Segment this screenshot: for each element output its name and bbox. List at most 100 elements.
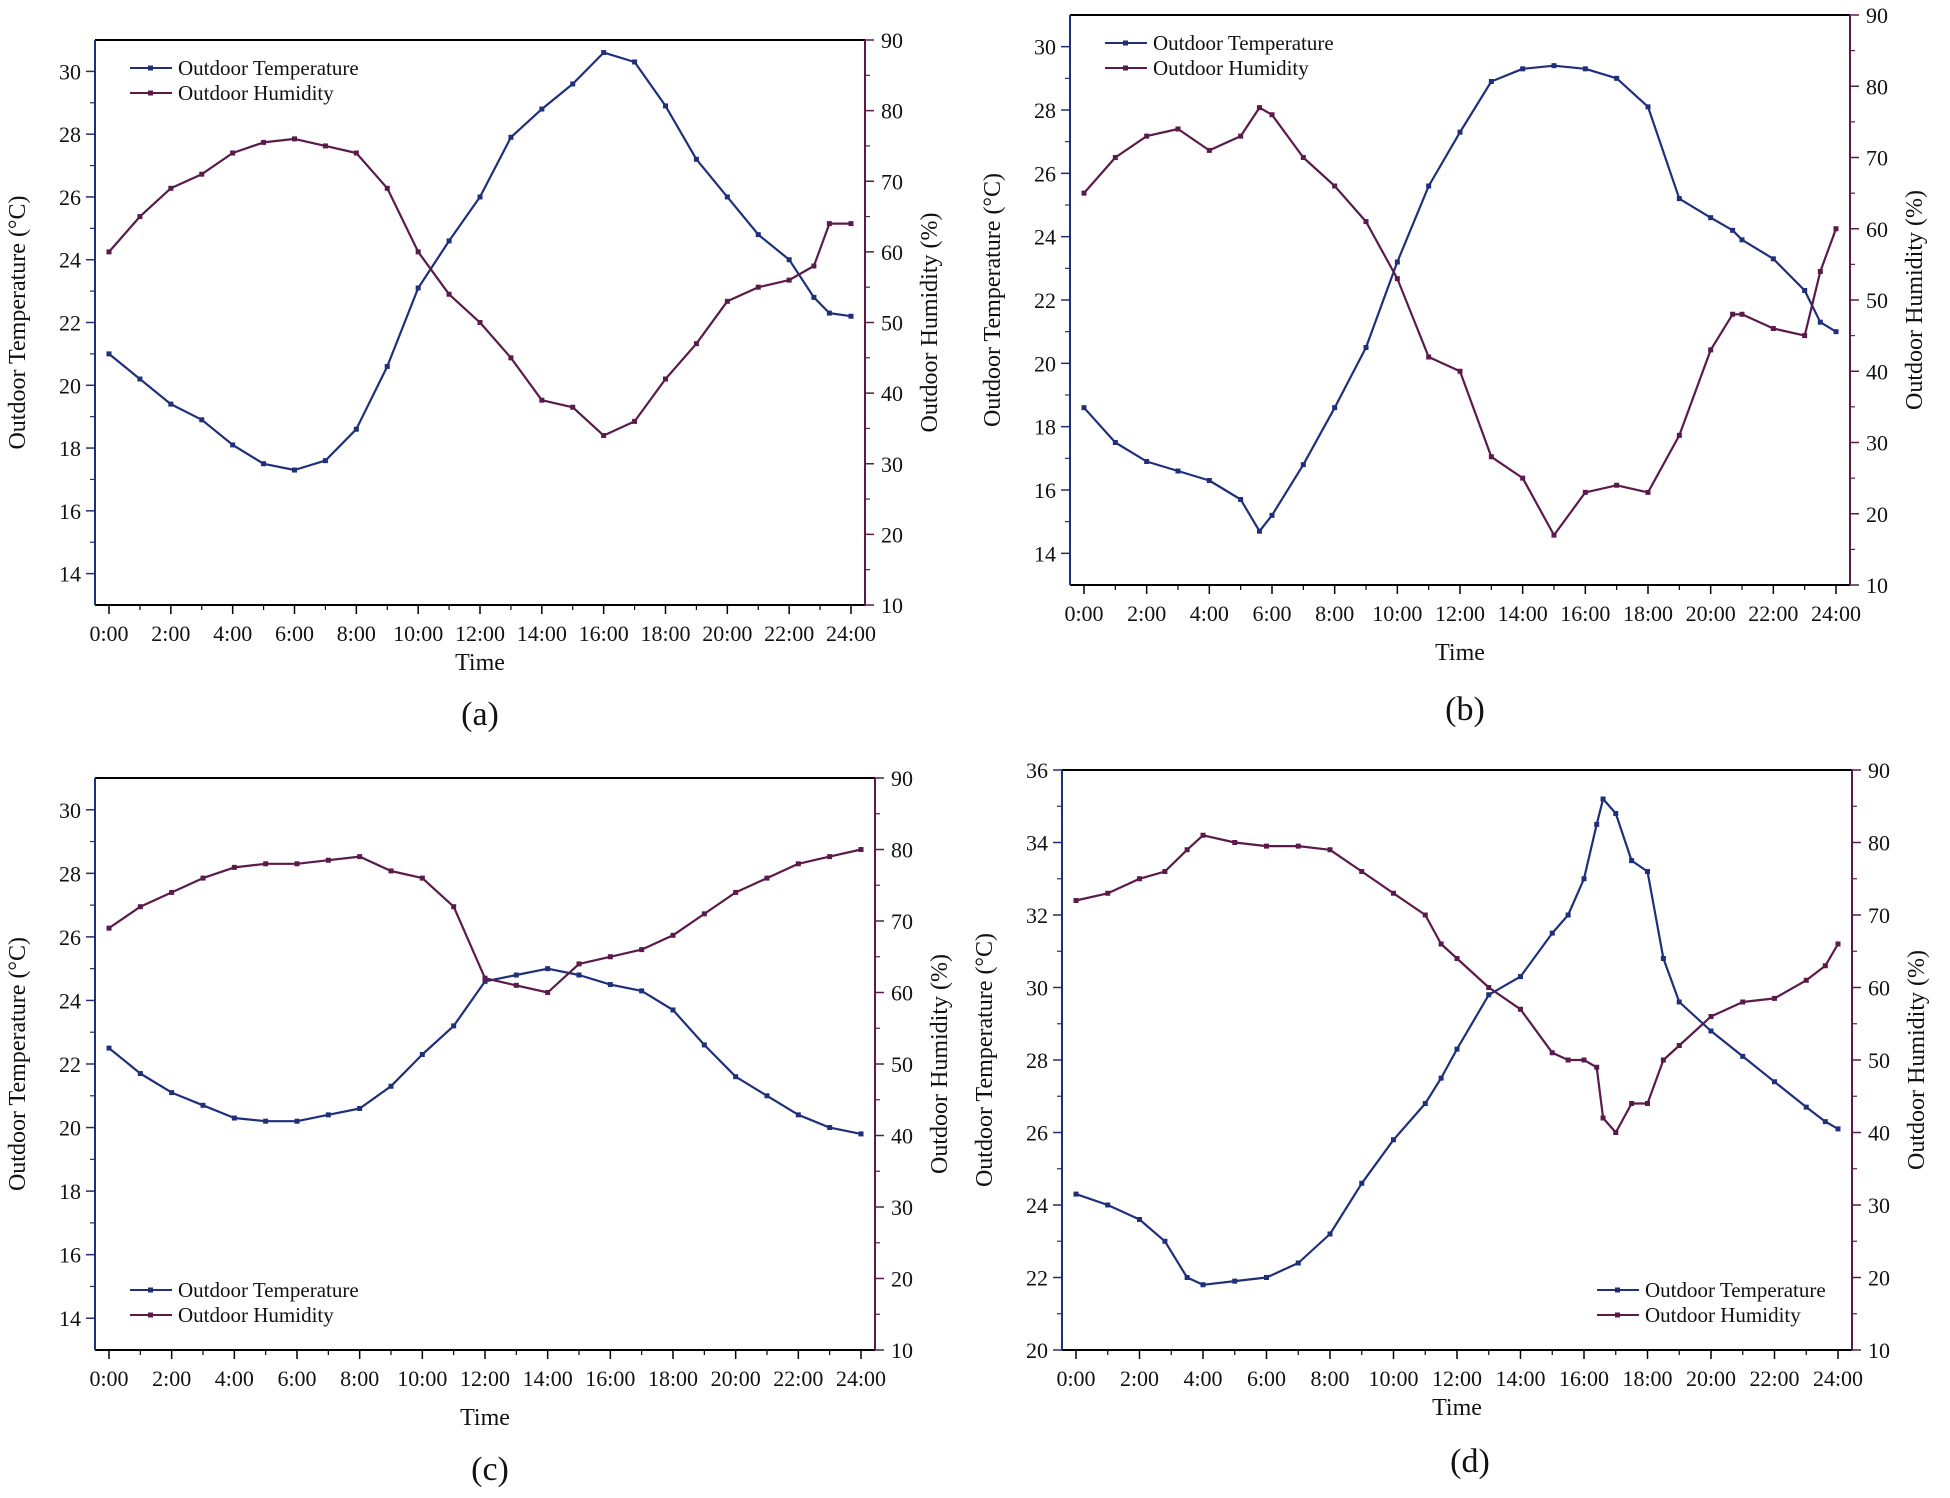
x-tick-label: 18:00 [648,1366,698,1391]
panel-label: (a) [461,696,499,733]
y2-tick-label: 90 [1866,3,1888,28]
data-point [357,1105,363,1111]
y2-tick-label: 40 [1868,1121,1890,1146]
data-point [632,59,638,65]
series-line [108,137,851,437]
data-point [1488,79,1494,84]
y-tick-label: 32 [1026,903,1048,928]
y2-tick-label: 70 [891,909,913,934]
y-tick-label: 26 [1026,1121,1048,1146]
data-point [1613,811,1619,816]
data-point [168,401,174,407]
data-point [1184,1275,1190,1280]
data-point [1660,1057,1666,1063]
y2-tick-label: 80 [891,838,913,863]
data-point [1200,832,1206,838]
data-point [1740,999,1746,1005]
data-point [1835,941,1841,947]
data-point [1817,319,1823,325]
data-point [1105,1202,1111,1208]
data-point [1600,796,1606,802]
data-point [353,426,359,432]
data-point [1081,190,1087,196]
data-point [325,1112,331,1118]
data-point [795,861,801,867]
x-tick-label: 24:00 [1813,1366,1863,1391]
data-point [353,150,359,156]
y2-tick-label: 70 [1868,903,1890,928]
data-point [1295,843,1301,849]
data-point [1175,468,1181,474]
data-point [451,904,457,910]
data-point [848,313,854,319]
data-point [1676,432,1682,438]
y2-tick-label: 40 [1866,359,1888,384]
y2-tick-label: 20 [1866,502,1888,527]
data-point [701,911,707,917]
data-point [764,1093,770,1099]
data-point [1486,992,1492,998]
x-tick-label: 4:00 [213,621,252,646]
data-point [294,861,300,867]
data-point [357,854,363,860]
data-point [1488,454,1494,460]
legend-label: Outdoor Humidity [1153,56,1309,80]
y-tick-label: 36 [1026,758,1048,783]
data-point [1457,368,1463,374]
chart-panel-a: 0:00 2:00 4:00 6:00 8:00 10:00 12:00 14:00 16:00… [5,28,943,733]
x-tick-label: 18:00 [1622,1366,1672,1391]
y-tick-label: 22 [59,311,81,336]
x-tick-label: 16:00 [1559,1366,1609,1391]
data-point [632,418,638,424]
y-tick-label: 18 [59,1179,81,1204]
legend-swatch-marker [148,1287,153,1293]
data-point [1438,941,1444,947]
data-point [1582,489,1588,495]
data-point [199,171,205,177]
data-point [482,975,488,981]
legend-label: Outdoor Temperature [178,56,359,80]
data-point [137,904,143,910]
data-point [106,925,112,931]
x-tick-label: 0:00 [89,621,128,646]
data-point [1629,1101,1635,1106]
y2-tick-label: 40 [881,381,903,406]
data-point [419,1051,425,1057]
data-point [1206,147,1212,153]
y2-tick-label: 10 [881,593,903,618]
y-tick-label: 16 [1034,478,1056,503]
data-point [1708,1014,1714,1019]
y2-tick-label: 80 [1868,831,1890,856]
data-point [724,298,730,304]
series-temperature [1073,796,1841,1288]
data-point [1833,329,1839,335]
data-point [384,363,390,369]
data-point [1802,288,1808,293]
data-point [1645,489,1651,495]
y-tick-label: 26 [1034,161,1056,186]
legend-label: Outdoor Humidity [178,81,334,105]
y2-axis-title: Outdoor Humidity (%) [927,954,953,1174]
data-point [811,263,817,269]
legend-swatch-marker [1123,65,1128,71]
chart-panel-d: 0:00 2:00 4:00 6:00 8:00 10:00 12:00 14:00 16:00… [972,758,1930,1480]
data-point [1676,196,1682,202]
data-point [263,1118,269,1124]
data-point [670,932,676,938]
data-point [322,458,328,464]
data-point [1565,1057,1571,1063]
data-point [1551,63,1557,69]
data-point [639,988,645,994]
y-tick-label: 18 [1034,415,1056,440]
data-point [1549,1050,1555,1056]
data-point [446,238,452,244]
y-axis-title: Outdoor Temperature (°C) [5,195,31,449]
data-point [663,376,668,382]
data-point [1073,898,1079,903]
y-tick-label: 24 [1026,1193,1048,1218]
x-tick-label: 22:00 [1748,601,1798,626]
legend-swatch-marker [1615,1312,1620,1318]
y-tick-label: 14 [59,562,81,587]
series-line [108,848,862,994]
